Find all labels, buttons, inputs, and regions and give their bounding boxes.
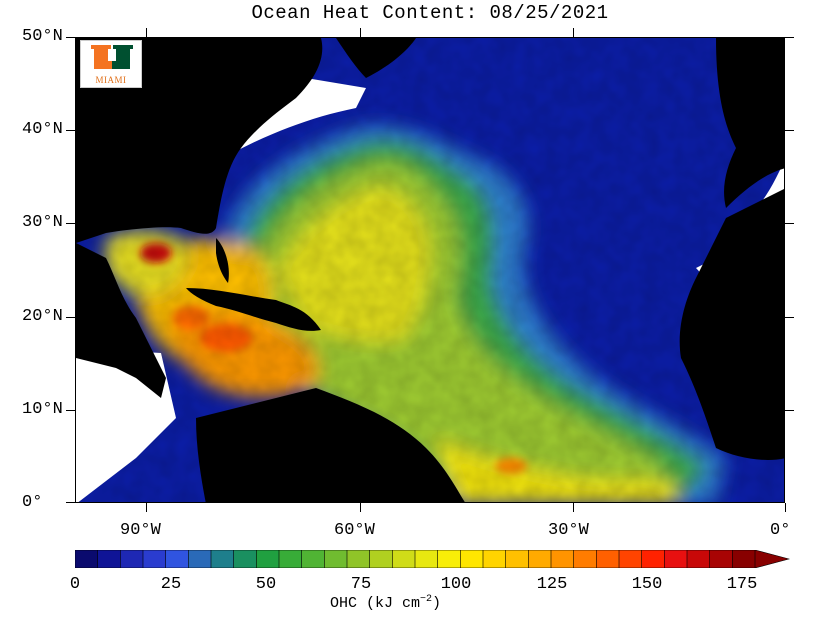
lat-label-50n: 50°N bbox=[22, 27, 63, 46]
colorbar-swatch bbox=[505, 550, 530, 568]
colorbar-swatch bbox=[596, 550, 620, 568]
colorbar-swatch bbox=[550, 550, 575, 568]
colorbar-label-0: 0 bbox=[69, 575, 81, 594]
colorbar-unit: OHC (kJ cm bbox=[330, 595, 421, 612]
colorbar bbox=[75, 550, 790, 568]
colorbar-swatch bbox=[346, 550, 371, 568]
land-greater-antilles bbox=[186, 288, 321, 331]
colorbar-swatch bbox=[278, 550, 303, 568]
lat-label-10n: 10°N bbox=[22, 400, 63, 419]
colorbar-swatch bbox=[414, 550, 439, 568]
colorbar-swatch bbox=[301, 550, 326, 568]
colorbar-swatch bbox=[324, 550, 348, 568]
lon-label-90w: 90°W bbox=[120, 521, 161, 540]
logo-text: MIAMI bbox=[95, 75, 127, 85]
colorbar-swatch bbox=[732, 550, 756, 568]
colorbar-swatch bbox=[75, 550, 99, 568]
colorbar-label-100: 100 bbox=[440, 575, 472, 594]
colorbar-swatch bbox=[97, 550, 122, 568]
land-newfoundland bbox=[336, 38, 416, 78]
colorbar-swatch bbox=[256, 550, 280, 568]
colorbar-swatch bbox=[460, 550, 484, 568]
lat-label-40n: 40°N bbox=[22, 120, 63, 139]
lon-label-60w: 60°W bbox=[334, 521, 375, 540]
colorbar-swatch bbox=[188, 550, 212, 568]
colorbar-unit-close: ) bbox=[432, 595, 442, 612]
lat-label-0: 0° bbox=[22, 493, 43, 512]
land-central-america bbox=[76, 243, 166, 398]
lat-label-20n: 20°N bbox=[22, 307, 63, 326]
university-logo: MIAMI bbox=[80, 40, 142, 88]
colorbar-swatch bbox=[392, 550, 416, 568]
colorbar-swatch bbox=[482, 550, 507, 568]
land-florida bbox=[216, 238, 229, 283]
colorbar-extend-arrow bbox=[754, 550, 790, 568]
colorbar-swatch bbox=[233, 550, 258, 568]
land-south-america bbox=[196, 388, 465, 502]
chart-title: Ocean Heat Content: 08/25/2021 bbox=[251, 2, 609, 24]
colorbar-swatch bbox=[165, 550, 190, 568]
land-africa bbox=[679, 189, 784, 460]
land-north-america bbox=[76, 38, 323, 243]
colorbar-swatch bbox=[528, 550, 552, 568]
logo-u-icon bbox=[91, 45, 133, 69]
ohc-field bbox=[76, 38, 784, 502]
lat-label-30n: 30°N bbox=[22, 213, 63, 232]
colorbar-label-175: 175 bbox=[726, 575, 758, 594]
land bbox=[76, 38, 784, 502]
colorbar-swatch bbox=[120, 550, 144, 568]
lon-label-30w: 30°W bbox=[548, 521, 589, 540]
ocean-heat-map bbox=[75, 37, 785, 503]
colorbar-swatch bbox=[210, 550, 235, 568]
colorbar-label-125: 125 bbox=[536, 575, 568, 594]
colorbar-swatch bbox=[686, 550, 711, 568]
colorbar-swatch bbox=[641, 550, 666, 568]
colorbar-swatch bbox=[709, 550, 734, 568]
colorbar-swatch bbox=[618, 550, 643, 568]
colorbar-label-150: 150 bbox=[631, 575, 663, 594]
colorbar-swatch bbox=[664, 550, 688, 568]
colorbar-swatch bbox=[437, 550, 462, 568]
colorbar-swatch bbox=[573, 550, 598, 568]
colorbar-unit-exponent: −2 bbox=[420, 594, 433, 605]
colorbar-label-75: 75 bbox=[350, 575, 372, 594]
colorbar-label-25: 25 bbox=[160, 575, 182, 594]
lon-label-0: 0° bbox=[770, 521, 791, 540]
land-europe bbox=[716, 38, 784, 208]
colorbar-swatch bbox=[142, 550, 167, 568]
colorbar-label-50: 50 bbox=[255, 575, 277, 594]
colorbar-swatch bbox=[369, 550, 394, 568]
colorbar-title: OHC (kJ cm−2) bbox=[330, 594, 441, 612]
